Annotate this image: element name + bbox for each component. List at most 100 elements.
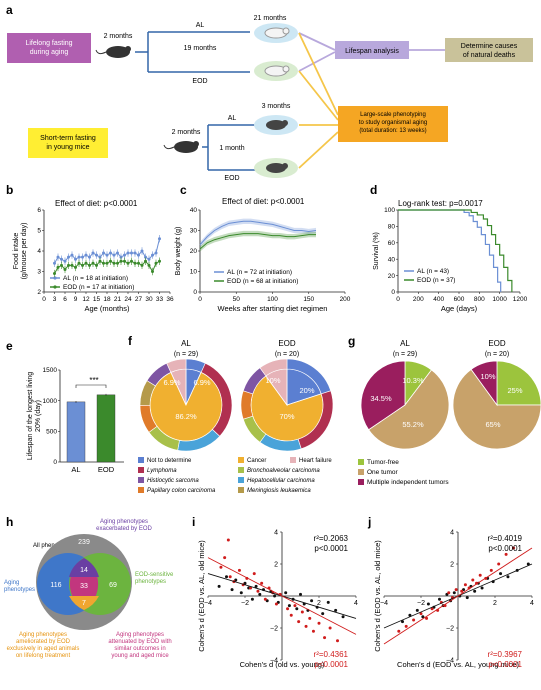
data-point xyxy=(133,261,137,265)
y-tick-label: 4 xyxy=(274,530,278,537)
data-point xyxy=(74,257,77,261)
bar xyxy=(96,394,116,463)
panel-label-a: a xyxy=(6,3,13,17)
x-tick-label: 0 xyxy=(198,296,202,303)
panel-label-f: f xyxy=(128,334,133,348)
phenotyping-label: Large-scale phenotyping to study organism… xyxy=(359,112,427,134)
series-line xyxy=(199,233,316,250)
fit-line xyxy=(207,557,357,635)
data-point xyxy=(223,556,227,560)
chart-d: 0 200 400 600 800 1000 1200 0 20 40 60 80 100 Age (da… xyxy=(373,207,528,313)
data-point xyxy=(310,599,314,603)
aging-phenotypes-label: Aging phenotypes xyxy=(4,580,35,593)
data-point xyxy=(300,610,304,614)
panel-d-title: Log-rank test: p=0.0017 xyxy=(398,199,483,208)
y-axis-label: Cohen's d (EOD vs. AL, old mice) xyxy=(197,540,206,652)
donut-outer-slice xyxy=(259,358,288,377)
x-tick-label: 30 xyxy=(145,296,153,303)
x-tick-label: 12 xyxy=(82,296,90,303)
phenotyping-box xyxy=(338,106,448,142)
eod-label-top: EOD xyxy=(192,78,207,85)
data-point xyxy=(228,575,232,579)
legend-swatch xyxy=(138,457,144,463)
data-point xyxy=(478,573,482,577)
chart-c: 0 50 100 150 200 0 10 20 30 40 Weeks after startin… xyxy=(175,207,351,313)
data-point xyxy=(105,261,109,265)
data-point xyxy=(512,546,515,550)
mouse-icon xyxy=(264,65,290,77)
legend-marker xyxy=(53,276,57,280)
data-point xyxy=(84,261,88,265)
data-point xyxy=(219,565,223,569)
fit-line xyxy=(383,547,533,645)
data-point xyxy=(263,597,267,601)
x-tick-label: 600 xyxy=(454,296,465,303)
data-point xyxy=(295,607,299,611)
x-tick-label: 0 xyxy=(42,296,46,303)
data-point xyxy=(151,270,154,273)
y-tick-label: −4 xyxy=(446,658,454,665)
data-point xyxy=(415,608,419,612)
data-point xyxy=(81,263,84,267)
g-al-n: (n = 29) xyxy=(393,351,417,358)
x-tick-label: 33 xyxy=(156,296,164,303)
legend-g: Tumor-free One tumor Multiple independent … xyxy=(358,459,449,486)
data-point xyxy=(158,259,161,263)
donut-outer-slice xyxy=(166,358,187,373)
x-axis-label: Cohen's d (old vs. young) xyxy=(240,660,325,669)
legend-label: Multiple independent tumors xyxy=(367,479,449,486)
significance-label: *** xyxy=(89,376,98,385)
data-point xyxy=(297,620,301,624)
lifelong-fasting-label: Lifelong fasting during aging xyxy=(25,40,72,56)
legend-label: Tumor-free xyxy=(367,459,399,466)
pie-slice xyxy=(360,360,406,431)
data-point xyxy=(95,263,98,267)
x-axis-label: Age (days) xyxy=(441,304,478,313)
short-term-fasting-label: Short-term fasting in young mice xyxy=(40,135,96,151)
f-eod-title: EOD xyxy=(278,339,296,348)
data-point xyxy=(53,272,56,276)
f-al-title: AL xyxy=(181,339,191,348)
data-point xyxy=(489,568,493,572)
data-point xyxy=(105,253,109,257)
data-point xyxy=(140,263,144,267)
mouse-icon xyxy=(264,27,290,39)
panel-e: e *** 0 500 1000 1500 AL EOD Lifespan of the l… xyxy=(6,339,124,474)
data-point xyxy=(81,255,84,259)
y-axis-label-line: Food intake xyxy=(13,233,20,270)
panel-b-title: Effect of diet: p<0.0001 xyxy=(55,199,138,208)
y-axis-label: Body weight (g) xyxy=(175,227,182,276)
y-tick-label: 10 xyxy=(190,269,198,276)
slice-label: 20% xyxy=(299,386,314,395)
venn-bottom-overlap xyxy=(69,596,99,610)
slice-label: 34.5% xyxy=(370,394,392,403)
panel-label-e: e xyxy=(6,339,13,353)
data-point xyxy=(158,237,161,241)
donut-f-al: 6.9% 6.9% 86.2% xyxy=(139,358,233,452)
data-point xyxy=(112,253,116,257)
data-point xyxy=(254,584,258,588)
data-point xyxy=(401,620,404,624)
data-point xyxy=(137,253,140,257)
venn-count: 116 xyxy=(50,582,61,589)
data-point xyxy=(130,259,133,263)
age-2-months-bottom: 2 months xyxy=(172,129,201,136)
x-tick-label: −4 xyxy=(204,600,212,607)
venn-count: 14 xyxy=(80,567,88,574)
legend-swatch xyxy=(138,477,144,483)
data-point xyxy=(144,255,147,259)
slice-label: 6.9% xyxy=(193,378,210,387)
data-point xyxy=(237,568,241,572)
slice-label: 6.9% xyxy=(163,378,180,387)
series-line xyxy=(199,220,317,246)
legend-label: AL (n = 43) xyxy=(417,268,449,275)
significance-bracket xyxy=(75,384,107,388)
ameliorated-label: Aging phenotypes ameliorated by EOD exclus… xyxy=(7,632,80,659)
slice-label: 10.3% xyxy=(402,376,424,385)
panel-label-i: i xyxy=(192,515,195,529)
data-point xyxy=(88,263,91,267)
data-point xyxy=(109,259,112,263)
pie-slice xyxy=(470,360,498,407)
data-point xyxy=(308,616,312,620)
